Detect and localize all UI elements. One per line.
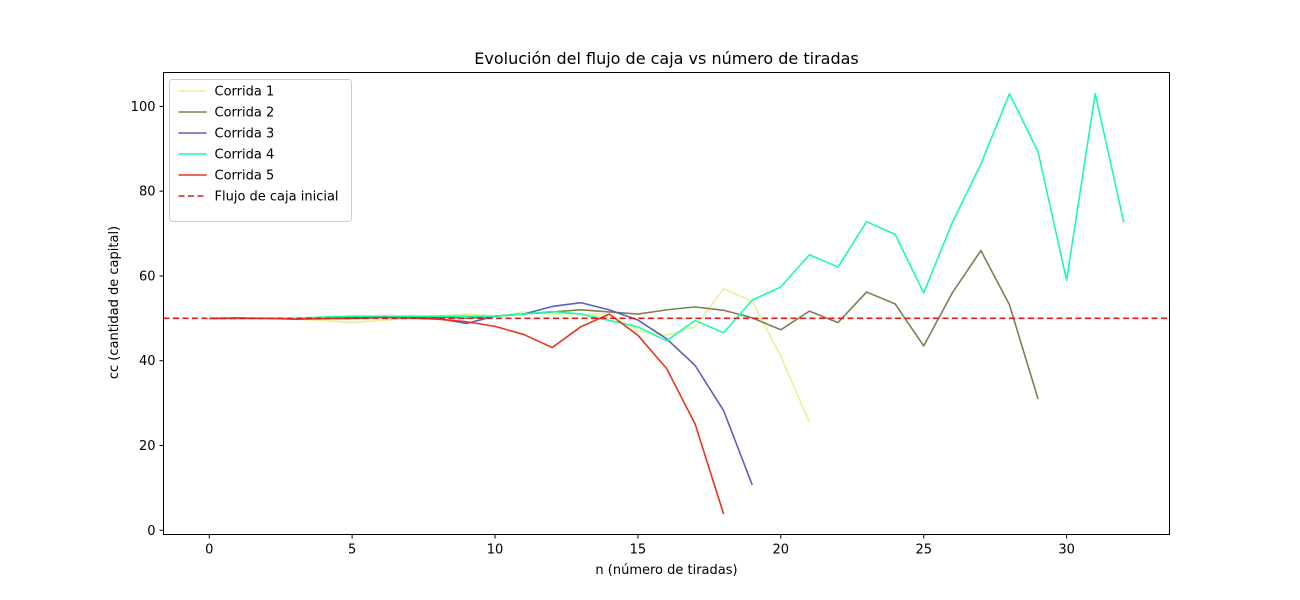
y-tick-label: 80 <box>139 185 156 200</box>
plot-frame <box>163 72 1170 535</box>
legend-label-corrida-5: Corrida 5 <box>215 169 275 184</box>
x-axis-label: n (número de tiradas) <box>595 563 737 578</box>
legend: Corrida 1 Corrida 2 Corrida 3 Corrida 4 Corr… <box>169 79 352 222</box>
chart-title: Evolución del flujo de caja vs número de… <box>474 49 859 68</box>
series-line-corrida-5 <box>209 313 725 515</box>
legend-box <box>169 79 352 222</box>
legend-label-corrida-1: Corrida 1 <box>215 85 275 100</box>
legend-label-corrida-3: Corrida 3 <box>215 127 275 142</box>
x-tick-label: 30 <box>1058 543 1075 558</box>
legend-label-corrida-4: Corrida 4 <box>215 148 275 163</box>
x-tick-label: 25 <box>915 543 932 558</box>
series-line-corrida-4 <box>209 92 1125 342</box>
y-tick-label: 100 <box>131 100 156 115</box>
y-tick-label: 20 <box>139 439 156 454</box>
x-tick-label: 15 <box>630 543 647 558</box>
legend-label-corrida-2: Corrida 2 <box>215 106 275 121</box>
y-tick-label: 0 <box>147 524 155 539</box>
legend-label-flujo-de-caja-inicial: Flujo de caja inicial <box>215 190 339 205</box>
x-tick-label: 20 <box>773 543 790 558</box>
y-tick-label: 40 <box>139 354 156 369</box>
series-layer <box>163 92 1170 515</box>
series-line-corrida-1 <box>209 287 811 423</box>
y-axis-label: cc (cantidad de capital) <box>107 226 122 379</box>
y-tick-label: 60 <box>139 269 156 284</box>
x-tick-label: 10 <box>487 543 504 558</box>
x-tick-label: 5 <box>348 543 356 558</box>
ticks-layer: 0 5 10 15 20 25 30 0 20 40 60 80 100 <box>131 100 1075 558</box>
x-tick-label: 0 <box>205 543 213 558</box>
